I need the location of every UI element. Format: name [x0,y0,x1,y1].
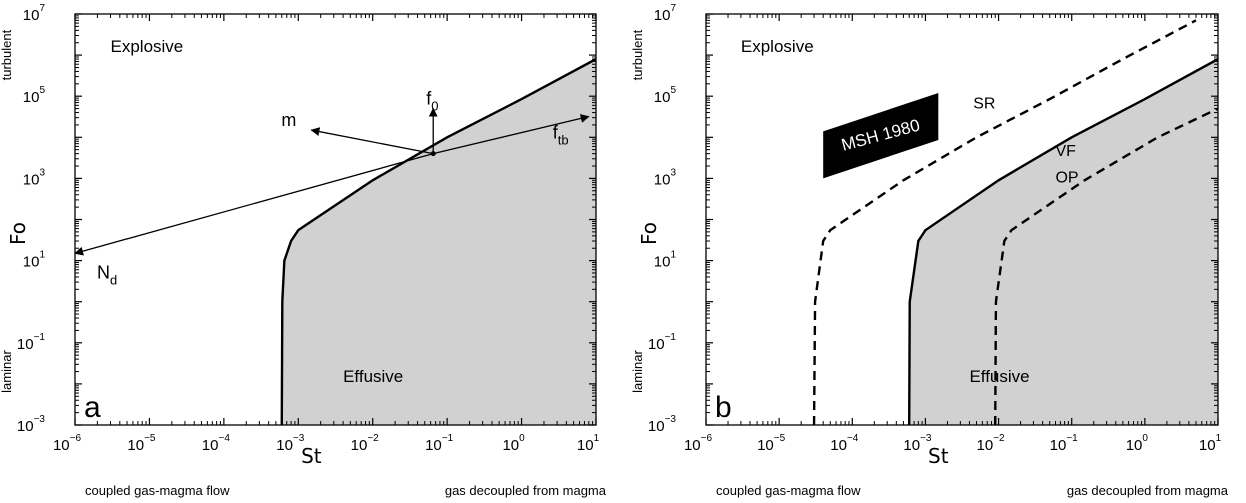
x-tick-label: 101 [1199,433,1222,454]
vector-origin-point [430,151,436,157]
vector-arrow-Nd [74,153,434,256]
region-label-explosive: Explosive [111,37,184,56]
y-tick-label: 103 [23,167,46,188]
x-tick-label: 10−3 [903,433,932,454]
vector-label-f0: f0 [426,89,438,114]
turbulent-label: turbulent [630,29,645,80]
x-tick-label: 10−1 [425,433,454,454]
boundary-curve-sr [812,19,1197,425]
region-label-effusive: Effusive [343,367,403,386]
boundary-curve-0 [280,58,596,425]
region-label-explosive: Explosive [741,37,814,56]
x-tick-label: 101 [577,433,600,454]
y-tick-label: 105 [23,85,46,106]
x-axis-label: St [301,444,322,468]
effusive-region-fill [281,59,596,425]
vector-arrow-ftb [433,114,590,155]
curve-label-op: OP [1055,169,1078,186]
decoupled-flow-note: gas decoupled from magma [1067,483,1229,498]
x-tick-label: 10−2 [351,433,380,454]
vector-label-ftb: ftb [553,123,569,148]
curve-label-vf: VF [1055,143,1076,160]
boundary-curve-op [994,107,1218,425]
x-tick-label: 100 [1126,433,1149,454]
y-tick-label: 107 [23,3,46,24]
effusive-region-fill [909,59,1218,425]
y-tick-label: 101 [23,250,46,271]
laminar-label: laminar [0,350,14,393]
vector-label-m: m [281,110,296,130]
curve-label-sr: SR [973,96,995,113]
decoupled-flow-note: gas decoupled from magma [445,483,607,498]
region-label-effusive: Effusive [969,367,1029,386]
vector-arrow-m [310,127,434,155]
x-tick-label: 10−4 [830,433,859,454]
panel-letter: b [715,391,732,424]
vector-label-Nd: Nd [97,262,117,287]
y-tick-label: 10−1 [648,332,677,353]
laminar-label: laminar [630,350,645,393]
x-tick-label: 10−6 [684,433,713,454]
msh-1980-box [823,92,939,179]
plot-frame [705,13,1219,426]
y-tick-label: 10−3 [17,414,46,435]
panel-a: f0 m ftb Nd Explosive Effusive a10−6 10−5 10−4 10… [0,3,607,498]
x-tick-label: 100 [502,433,525,454]
y-axis-label: Fo [637,222,661,245]
x-tick-label: 10−6 [53,433,82,454]
y-tick-label: 10−3 [648,414,677,435]
panel-letter: a [84,391,101,424]
x-tick-label: 10−5 [757,433,786,454]
y-tick-label: 101 [654,250,677,271]
y-axis-label: Fo [6,222,30,245]
x-tick-label: 10−2 [977,433,1006,454]
y-tick-label: 10−1 [17,332,46,353]
x-tick-label: 10−4 [202,433,231,454]
x-tick-label: 10−1 [1050,433,1079,454]
turbulent-label: turbulent [0,29,14,80]
x-tick-label: 10−3 [276,433,305,454]
plot-frame [74,13,597,426]
x-tick-label: 10−5 [127,433,156,454]
x-axis-label: St [928,444,949,468]
y-tick-label: 103 [654,167,677,188]
y-tick-label: 105 [654,85,677,106]
coupled-flow-note: coupled gas-magma flow [85,483,230,498]
y-tick-label: 107 [654,3,677,24]
boundary-curve-vf [908,58,1218,425]
coupled-flow-note: coupled gas-magma flow [716,483,861,498]
